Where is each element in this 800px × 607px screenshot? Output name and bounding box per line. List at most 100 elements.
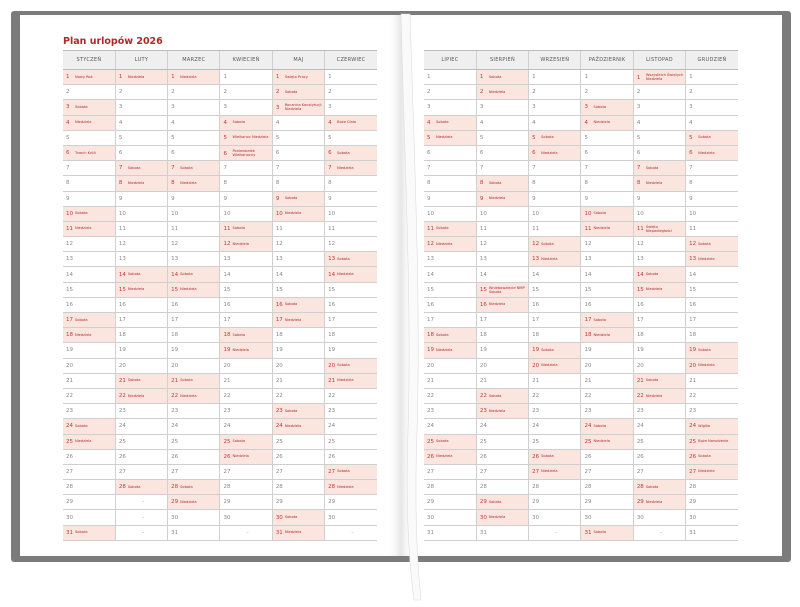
day-cell[interactable]: 26 Niedziela [424,449,477,465]
day-cell[interactable]: 29 [324,494,377,511]
day-cell[interactable]: 8 [324,175,377,192]
day-cell[interactable]: 11 Sobota [219,221,273,238]
day-cell[interactable]: 20 Niedziela [685,358,738,374]
day-cell[interactable]: 20 [424,358,477,374]
day-cell[interactable]: 30 Niedziela [475,509,529,526]
day-cell[interactable]: 23 [424,403,477,420]
day-cell[interactable]: 27 [167,464,220,481]
day-cell[interactable]: 7 Sobota [114,160,168,177]
day-cell[interactable]: 23 [324,403,377,420]
day-cell[interactable]: 7 [424,160,477,177]
day-cell[interactable]: 28 [475,479,529,496]
day-cell[interactable]: 1 [528,69,581,86]
day-cell[interactable]: 21 Niedziela [324,373,377,389]
day-cell[interactable]: 13 [580,251,634,268]
day-cell[interactable]: 23 Niedziela [475,403,529,420]
day-cell[interactable]: 12 [167,236,220,253]
day-cell[interactable]: 13 Niedziela [528,251,581,268]
day-cell[interactable]: 18 [685,327,738,344]
day-cell[interactable]: 9 [219,191,273,207]
day-cell[interactable]: 1 Niedziela [114,69,168,86]
day-cell[interactable]: 21 [580,373,634,389]
day-cell[interactable]: 7 [271,160,325,177]
day-cell[interactable]: 8 [63,175,116,192]
day-cell[interactable]: 1 [580,69,634,86]
day-cell[interactable]: 7 Niedziela [324,160,377,177]
day-cell[interactable]: 12 [475,236,529,253]
day-cell[interactable]: 8 Niedziela [167,175,220,192]
day-cell[interactable]: 22 [219,388,273,405]
day-cell[interactable]: 29 [528,494,581,511]
day-cell[interactable]: 18 Sobota [424,327,477,344]
day-cell[interactable]: 23 Sobota [271,403,325,420]
day-cell[interactable]: 16 [580,297,634,314]
day-cell[interactable]: 24 Wigilia [685,418,738,435]
day-cell[interactable]: 4 [632,115,686,131]
day-cell[interactable]: 4 Sobota [424,115,477,131]
day-cell[interactable]: 17 Sobota [580,312,634,329]
day-cell[interactable]: 23 [167,403,220,420]
day-cell[interactable]: 1 [685,69,738,86]
day-cell[interactable]: 1 [424,69,477,86]
day-cell[interactable]: 11 [528,221,581,238]
day-cell[interactable]: 24 [632,418,686,435]
day-cell[interactable]: 2 [114,84,168,101]
day-cell[interactable]: 26 [114,449,168,465]
day-cell[interactable]: 4 [271,115,325,131]
day-cell[interactable]: 5 Sobota [528,130,581,146]
day-cell[interactable]: 5 [324,130,377,146]
day-cell[interactable]: 20 [63,358,116,374]
day-cell[interactable]: 10 Sobota [580,206,634,222]
day-cell[interactable]: 13 [63,251,116,268]
day-cell[interactable]: 13 Sobota [324,251,377,268]
day-cell[interactable]: 20 Sobota [324,358,377,374]
day-cell[interactable]: 21 [528,373,581,389]
day-cell[interactable]: 14 Sobota [632,266,686,283]
day-cell[interactable]: 14 [528,266,581,283]
day-cell[interactable]: 8 [424,175,477,192]
day-cell[interactable]: 14 [271,266,325,283]
day-cell[interactable]: 6 Niedziela [685,145,738,162]
day-cell[interactable]: 1 Wszystkich Świętych Niedziela [632,69,686,86]
day-cell[interactable]: 8 Niedziela [632,175,686,192]
day-cell[interactable]: 9 [580,191,634,207]
day-cell[interactable]: 8 Niedziela [114,175,168,192]
day-cell[interactable]: 26 [271,449,325,465]
day-cell[interactable]: 5 [114,130,168,146]
day-cell[interactable]: 30 [63,509,116,526]
day-cell[interactable]: 29 [685,494,738,511]
day-cell[interactable]: 27 [424,464,477,481]
day-cell[interactable]: 16 Niedziela [475,297,529,314]
day-cell[interactable]: 21 [475,373,529,389]
day-cell[interactable]: 18 Niedziela [580,327,634,344]
day-cell[interactable]: 6 [114,145,168,162]
day-cell[interactable]: 2 [167,84,220,101]
day-cell[interactable]: 9 [63,191,116,207]
day-cell[interactable]: 23 [685,403,738,420]
day-cell[interactable]: 29 [580,494,634,511]
day-cell[interactable]: 28 Sobota [632,479,686,496]
day-cell[interactable]: 19 [475,342,529,359]
day-cell[interactable]: 1 [219,69,273,86]
day-cell[interactable]: 18 [271,327,325,344]
day-cell[interactable]: 24 [219,418,273,435]
day-cell[interactable]: 11 [685,221,738,238]
day-cell[interactable]: 14 [475,266,529,283]
day-cell[interactable]: 22 [63,388,116,405]
day-cell[interactable]: 28 [528,479,581,496]
day-cell[interactable]: 19 [324,342,377,359]
day-cell[interactable]: 22 [528,388,581,405]
day-cell[interactable]: 20 [167,358,220,374]
day-cell[interactable]: 7 [475,160,529,177]
day-cell[interactable]: 14 [580,266,634,283]
day-cell[interactable]: 18 [475,327,529,344]
day-cell[interactable]: 20 [580,358,634,374]
day-cell[interactable]: 13 [424,251,477,268]
day-cell[interactable]: 3 [528,99,581,116]
day-cell[interactable]: 30 [580,509,634,526]
day-cell[interactable]: 7 [580,160,634,177]
day-cell[interactable]: 24 [324,418,377,435]
day-cell[interactable]: 29 [424,494,477,511]
day-cell[interactable]: 11 [271,221,325,238]
day-cell[interactable]: 9 [632,191,686,207]
